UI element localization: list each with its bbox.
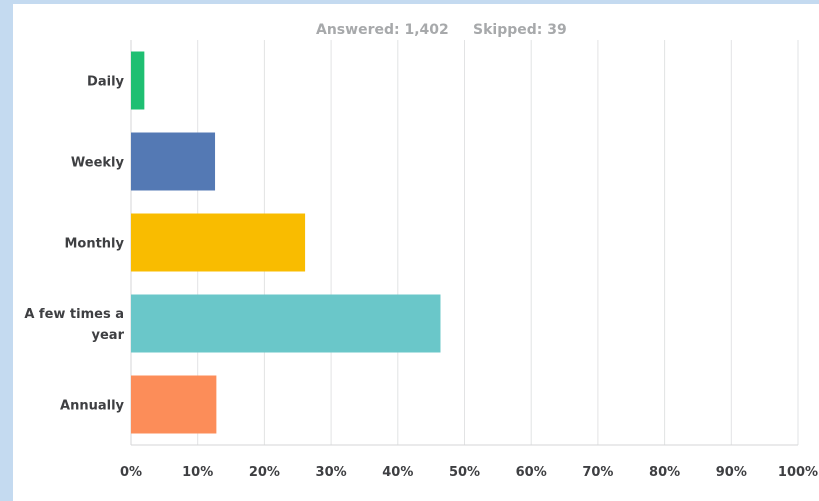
bar-daily[interactable] bbox=[131, 51, 145, 110]
x-tick-label: 40% bbox=[382, 465, 413, 480]
category-label: Annually bbox=[60, 399, 125, 414]
bar-monthly[interactable] bbox=[131, 213, 306, 272]
category-labels: Daily Weekly Monthly A few times a year Annua… bbox=[24, 75, 124, 414]
bar-a-few-times-a-year[interactable] bbox=[131, 294, 441, 353]
category-label: Daily bbox=[87, 75, 124, 90]
x-tick-label: 80% bbox=[649, 465, 680, 480]
bars bbox=[131, 51, 441, 434]
bar-chart: Answered: 1,402 Skipped: 39 Daily Weekly M… bbox=[24, 22, 818, 480]
category-label-line: Annually bbox=[60, 399, 125, 414]
skipped-count: Skipped: 39 bbox=[473, 22, 567, 38]
category-label-line: year bbox=[92, 328, 125, 343]
gridlines bbox=[130, 40, 799, 446]
x-tick-label: 30% bbox=[316, 465, 347, 480]
category-label: Weekly bbox=[71, 156, 125, 171]
x-tick-label: 50% bbox=[449, 465, 480, 480]
category-label-line: A few times a bbox=[24, 307, 124, 322]
answered-count: Answered: 1,402 bbox=[316, 22, 449, 38]
bar-annually[interactable] bbox=[131, 375, 217, 434]
category-label-line: Weekly bbox=[71, 156, 125, 171]
category-label-line: Daily bbox=[87, 75, 124, 90]
category-label: Monthly bbox=[64, 237, 124, 252]
x-tick-label: 0% bbox=[120, 465, 142, 480]
bar-weekly[interactable] bbox=[131, 132, 216, 191]
x-tick-label: 20% bbox=[249, 465, 280, 480]
category-label: A few times a year bbox=[24, 307, 124, 343]
x-tick-label: 70% bbox=[582, 465, 613, 480]
x-tick-label: 100% bbox=[778, 465, 818, 480]
x-tick-label: 60% bbox=[516, 465, 547, 480]
x-tick-label: 90% bbox=[716, 465, 747, 480]
x-tick-label: 10% bbox=[182, 465, 213, 480]
category-label-line: Monthly bbox=[64, 237, 124, 252]
x-tick-labels: 0% 10% 20% 30% 40% 50% 60% 70% 80% 90% 100% bbox=[120, 465, 818, 480]
chart-panel: Answered: 1,402 Skipped: 39 Daily Weekly M… bbox=[13, 4, 819, 501]
